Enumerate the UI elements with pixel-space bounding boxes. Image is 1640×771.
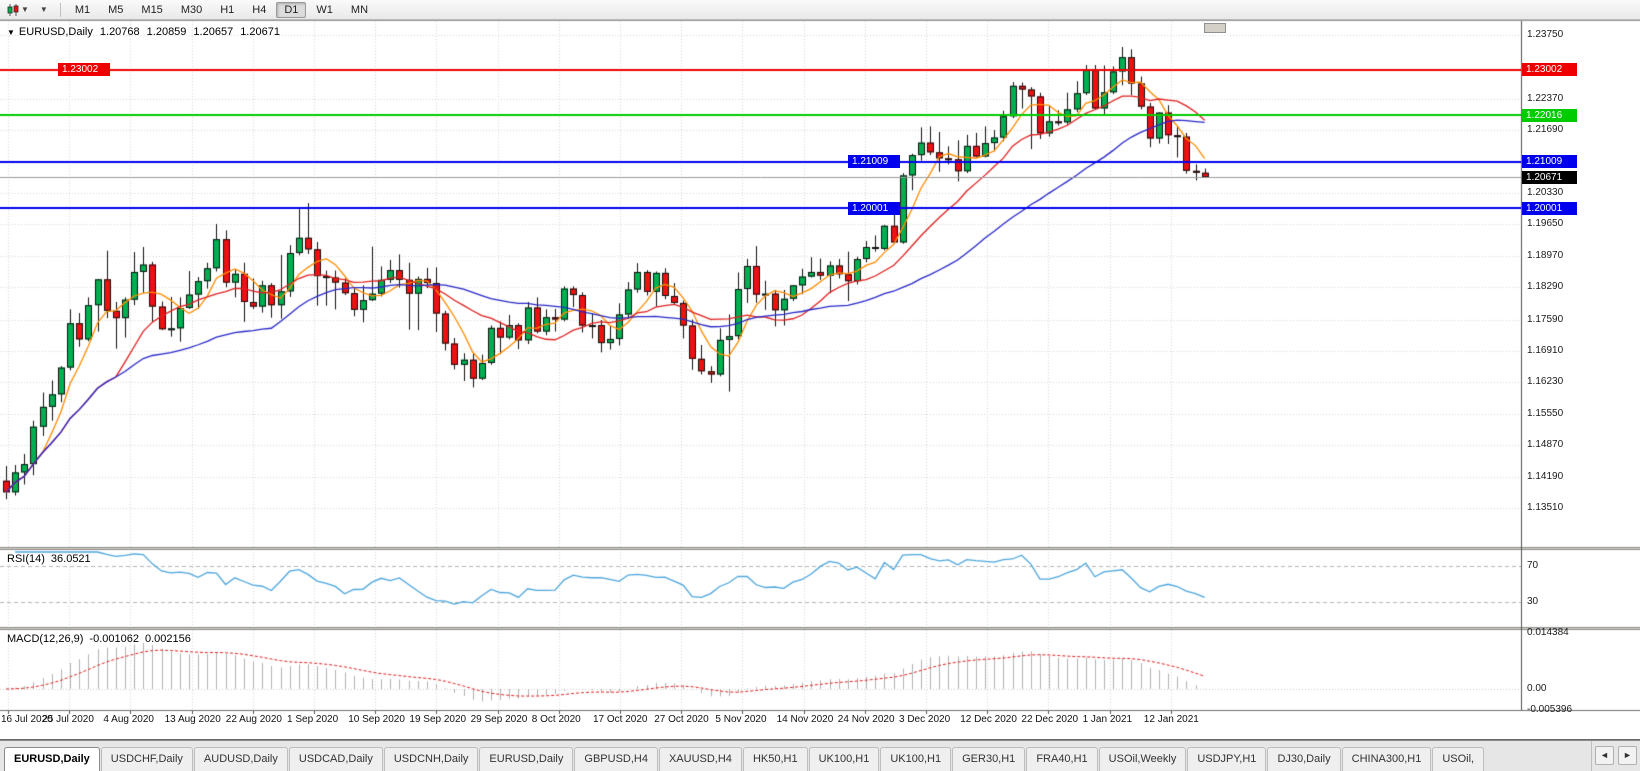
timeframe-button-d1[interactable]: D1 — [276, 1, 307, 18]
timeframe-button-m15[interactable]: M15 — [141, 3, 163, 16]
price-line-marker: 1.20001 — [1522, 201, 1577, 215]
date-axis-label: 16 Jul 2020 — [1, 714, 53, 725]
timeframe-button-m5[interactable]: M5 — [108, 3, 124, 16]
zoom-selector[interactable]: ▼ — [36, 3, 51, 16]
hline-price-label[interactable]: 1.23002 — [58, 63, 110, 77]
price-scale-label: 1.17590 — [1527, 313, 1564, 325]
date-axis-label: 22 Aug 2020 — [225, 714, 282, 725]
date-axis-label: 25 Jul 2020 — [42, 714, 94, 725]
price-scale-label: 1.14190 — [1527, 470, 1564, 482]
tab-scroll-arrows: ◄ ► — [1591, 741, 1640, 771]
ohlc-high: 1.20859 — [146, 26, 187, 38]
price-line-marker: 1.21009 — [1522, 155, 1577, 169]
date-axis-label: 1 Sep 2020 — [287, 714, 339, 725]
date-axis-label: 8 Oct 2020 — [531, 714, 581, 725]
current-price-marker: 1.20671 — [1522, 170, 1577, 184]
date-axis-label: 29 Sep 2020 — [470, 714, 528, 725]
rsi-level-label: 70 — [1527, 560, 1539, 571]
price-chart-canvas[interactable] — [0, 20, 1640, 739]
ohlc-close: 1.20671 — [240, 26, 280, 38]
price-scale-label: 1.15550 — [1527, 407, 1564, 419]
price-scale-label: 1.19650 — [1527, 218, 1564, 230]
price-scale-label: 1.18970 — [1527, 249, 1564, 261]
date-axis-label: 12 Jan 2021 — [1143, 714, 1199, 725]
price-scale-label: 1.18290 — [1527, 281, 1564, 293]
hline-price-label[interactable]: 1.20001 — [848, 201, 900, 215]
macd-indicator-label: MACD(12,26,9) -0.001062 0.002156 — [7, 633, 191, 645]
chart-symbol-label: EURUSD,Daily — [18, 26, 93, 38]
timeframe-button-m30[interactable]: M30 — [180, 3, 203, 16]
price-scale-label: 1.13510 — [1527, 502, 1564, 513]
timeframe-button-m1[interactable]: M1 — [74, 3, 91, 16]
timeframe-button-w1[interactable]: W1 — [316, 3, 333, 16]
price-scale-label: 1.16230 — [1527, 376, 1564, 388]
price-scale-label: 1.20330 — [1527, 186, 1564, 198]
date-axis-label: 3 Dec 2020 — [899, 714, 951, 725]
chart-tab[interactable]: AUDUSD,Daily — [193, 747, 288, 771]
chart-window: ▼ EURUSD,Daily 1.20768 1.20859 1.20657 1.2067… — [0, 20, 1640, 740]
tabs-scroll-left-button[interactable]: ◄ — [1595, 746, 1614, 765]
date-axis-label: 24 Nov 2020 — [837, 714, 895, 725]
date-axis-label: 1 Jan 2021 — [1082, 714, 1133, 725]
macd-scale-label: 0.014384 — [1527, 627, 1569, 638]
ohlc-open: 1.20768 — [99, 26, 140, 38]
chart-tab[interactable]: GBPUSD,H4 — [574, 747, 658, 771]
rsi-level-label: 30 — [1527, 596, 1539, 607]
date-axis-label: 19 Sep 2020 — [409, 714, 467, 725]
date-axis-label: 13 Aug 2020 — [164, 714, 221, 725]
rsi-indicator-label: RSI(14) 36.0521 — [7, 553, 91, 565]
timeframe-button-mn[interactable]: MN — [350, 3, 369, 16]
price-line-marker: 1.22016 — [1522, 108, 1577, 122]
chart-tab[interactable]: EURUSD,Daily — [479, 747, 574, 771]
macd-scale-label: 0.00 — [1527, 683, 1547, 694]
chart-tab[interactable]: USOil, — [1432, 747, 1485, 771]
chart-tab[interactable]: HK50,H1 — [742, 747, 808, 771]
chart-tab[interactable]: DJ30,Daily — [1267, 747, 1341, 771]
chart-tab-bar: EURUSD,Daily USDCHF,Daily AUDUSD,Daily USDC… — [0, 740, 1640, 771]
price-line-marker: 1.23002 — [1522, 63, 1577, 77]
chart-type-selector[interactable]: ▼ — [3, 1, 32, 19]
chart-header: ▼ EURUSD,Daily 1.20768 1.20859 1.20657 1.2067… — [7, 26, 287, 38]
price-scale-label: 1.14870 — [1527, 439, 1564, 451]
candlestick-chart-icon — [7, 3, 19, 16]
date-axis-label: 27 Oct 2020 — [654, 714, 709, 725]
macd-scale-label: -0.005396 — [1527, 704, 1573, 715]
price-scale-label: 1.23750 — [1527, 29, 1564, 40]
timeframe-toolbar: M1 M5 M15 M30 H1 H4 D1 W1 MN — [66, 1, 377, 18]
timeframe-button-h1[interactable]: H1 — [220, 3, 235, 16]
ohlc-low: 1.20657 — [193, 26, 234, 38]
chart-tab[interactable]: EURUSD,Daily — [4, 747, 100, 771]
chart-tab[interactable]: UK100,H1 — [808, 747, 880, 771]
chart-tab[interactable]: FRA40,H1 — [1026, 747, 1098, 771]
chart-tab[interactable]: GER30,H1 — [952, 747, 1026, 771]
hline-price-label[interactable]: 1.21009 — [848, 155, 900, 169]
date-axis-label: 10 Sep 2020 — [348, 714, 405, 725]
collapse-triangle-icon: ▼ — [7, 28, 15, 37]
top-toolbar: ▼ ▼ M1 M5 M15 M30 H1 H4 D1 W1 MN — [0, 0, 1640, 20]
date-axis-label: 5 Nov 2020 — [715, 714, 767, 725]
date-axis-label: 22 Dec 2020 — [1021, 714, 1079, 725]
date-axis-label: 17 Oct 2020 — [593, 714, 648, 725]
date-axis-label: 4 Aug 2020 — [103, 714, 154, 725]
chart-scrollbar-thumb[interactable] — [1204, 23, 1226, 33]
chevron-down-icon: ▼ — [21, 5, 29, 14]
chart-tab[interactable]: USOil,Weekly — [1098, 747, 1187, 771]
price-scale-label: 1.22370 — [1527, 92, 1564, 104]
date-axis-label: 12 Dec 2020 — [960, 714, 1017, 725]
chart-tab[interactable]: USDCAD,Daily — [288, 747, 383, 771]
chart-tab[interactable]: USDCNH,Daily — [383, 747, 479, 771]
price-scale-label: 1.16910 — [1527, 344, 1564, 356]
chart-tab[interactable]: USDJPY,H1 — [1187, 747, 1267, 771]
chart-tab[interactable]: XAUUSD,H4 — [658, 747, 742, 771]
chart-tab[interactable]: UK100,H1 — [880, 747, 952, 771]
chevron-down-icon: ▼ — [39, 5, 48, 14]
date-axis-label: 14 Nov 2020 — [776, 714, 834, 725]
price-scale-label: 1.21690 — [1527, 124, 1564, 136]
chart-tab[interactable]: CHINA300,H1 — [1341, 747, 1432, 771]
tabs-scroll-right-button[interactable]: ► — [1618, 746, 1637, 765]
timeframe-button-h4[interactable]: H4 — [252, 3, 267, 16]
chart-tab[interactable]: USDCHF,Daily — [100, 747, 193, 771]
toolbar-separator — [59, 2, 61, 17]
